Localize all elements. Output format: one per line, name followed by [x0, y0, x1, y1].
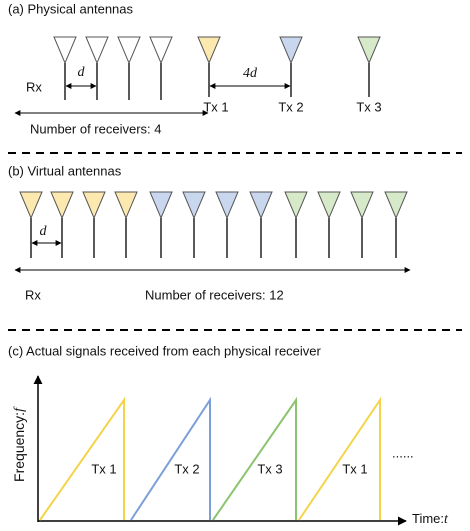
antenna-head	[284, 191, 308, 220]
antenna-head	[149, 36, 173, 65]
spacing-label: d	[78, 65, 86, 80]
ellipsis: ......	[392, 445, 414, 460]
chirp	[298, 396, 381, 521]
chirp-label: Tx 3	[257, 461, 282, 476]
tx-label: Tx 3	[356, 99, 381, 114]
chirp-label: Tx 1	[342, 461, 367, 476]
antenna-head	[249, 191, 273, 220]
antenna-head	[197, 36, 221, 65]
x-axis-var: t	[444, 512, 449, 527]
chirp	[212, 396, 297, 521]
x-axis-label: Time:t	[412, 511, 449, 527]
antenna-head	[182, 191, 206, 220]
antenna-head	[82, 191, 106, 220]
y-axis-text: Frequency:	[11, 412, 27, 482]
antenna-head	[85, 36, 109, 65]
tx-label: Tx 1	[203, 99, 228, 114]
tx-label: Tx 2	[278, 99, 303, 114]
antenna-head	[19, 191, 43, 220]
antenna-head	[114, 191, 138, 220]
receivers-note: Number of receivers: 4	[30, 121, 162, 136]
panel-title: (a) Physical antennas	[8, 1, 134, 16]
rx-label: Rx	[26, 79, 42, 94]
antenna-head	[350, 191, 374, 220]
antenna-head	[317, 191, 341, 220]
chirp-label: Tx 2	[174, 461, 199, 476]
tx-spacing-label: 4d	[243, 66, 258, 81]
rx-label: Rx	[25, 287, 41, 302]
panel-title: (c) Actual signals received from each ph…	[8, 343, 322, 358]
antenna-head	[279, 36, 303, 65]
layer	[8, 36, 462, 526]
chirp-label: Tx 1	[91, 461, 116, 476]
y-axis-label: Frequency:f	[11, 406, 28, 482]
receivers-note: Number of receivers: 12	[145, 287, 284, 302]
chirp	[39, 396, 125, 521]
spacing-label: d	[40, 224, 48, 239]
antenna-head	[357, 36, 381, 65]
x-axis-text: Time:	[412, 511, 444, 526]
antenna-head	[149, 191, 173, 220]
antenna-head	[117, 36, 141, 65]
panel-title: (b) Virtual antennas	[8, 163, 122, 178]
antenna-head	[50, 191, 74, 220]
antenna-head	[53, 36, 77, 65]
y-axis-var: f	[12, 406, 27, 412]
chirp	[130, 396, 211, 521]
antenna-head	[215, 191, 239, 220]
antenna-head	[384, 191, 408, 220]
